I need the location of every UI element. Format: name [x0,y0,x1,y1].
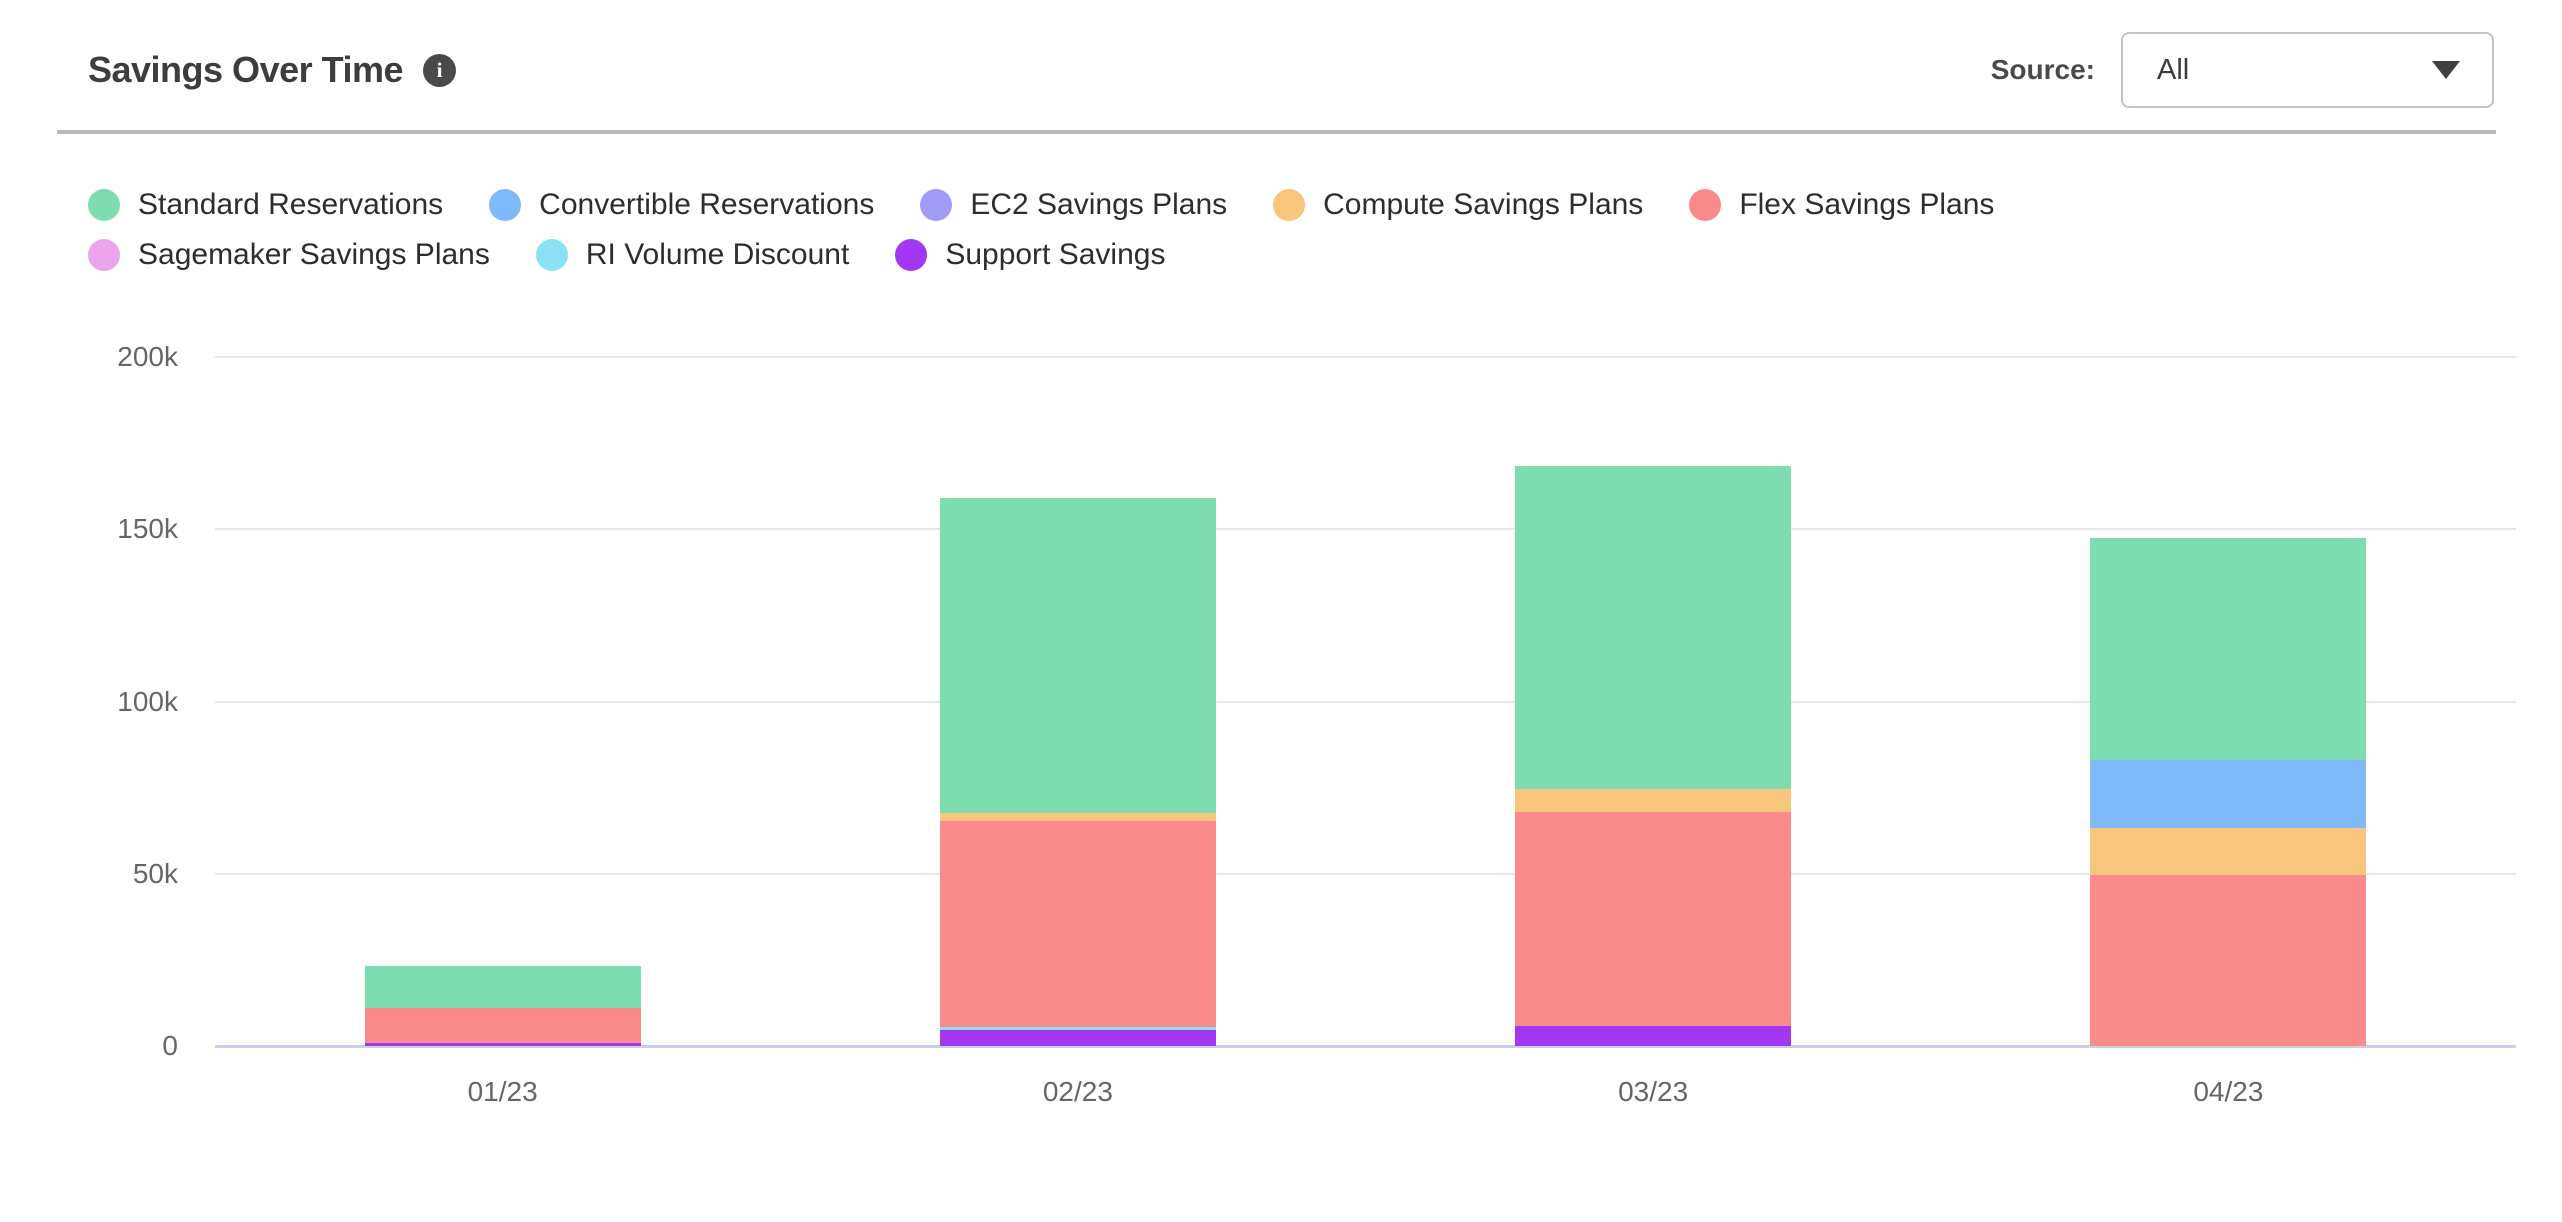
x-tick-label: 04/23 [2193,1076,2264,1107]
bar-02-23-flex-savings-plans[interactable] [939,820,1216,1028]
x-axis-line [215,1044,2516,1048]
source-filter-group: Source: All [1991,32,2494,108]
bar-03-23-compute-savings-plans[interactable] [1515,789,1792,812]
source-label: Source: [1990,54,2095,85]
bar-03-23-standard-reservations[interactable] [1515,465,1792,789]
gridline [215,872,2516,875]
x-tick-label: 03/23 [1618,1076,1689,1107]
bar-01-23-support-savings[interactable] [364,1042,641,1046]
bar-04-23-standard-reservations[interactable] [2090,537,2367,761]
bar-01-23-flex-savings-plans[interactable] [364,1008,641,1043]
y-tick-label: 0 [162,1030,178,1061]
standard-reservations-swatch-icon [88,189,120,221]
source-dropdown-value: All [2157,53,2190,86]
ri-volume-discount-swatch-icon [535,239,568,271]
info-icon[interactable]: i [423,53,456,87]
legend-label: Convertible Reservations [539,188,875,221]
y-tick-label: 100k [117,685,178,717]
bar-01-23-standard-reservations[interactable] [364,965,641,1009]
legend-row: Standard Reservations Convertible Reserva… [88,188,1994,222]
bar-04-23-convertible-reservations[interactable] [2090,760,2367,828]
bar-04-23-compute-savings-plans[interactable] [2090,827,2367,875]
legend-item-standard-reservations[interactable]: Standard Reservations [88,188,443,222]
gridline [215,700,2516,703]
chart-legend: Standard Reservations Convertible Reserva… [88,188,1994,272]
bar-03-23-flex-savings-plans[interactable] [1515,811,1792,1026]
chevron-down-icon [2432,61,2460,79]
bar-02-23-compute-savings-plans[interactable] [939,813,1216,821]
panel-header: Savings Over Time i Source: All [0,0,2562,130]
bar-02-23-standard-reservations[interactable] [939,498,1216,814]
support-savings-swatch-icon [895,239,928,271]
savings-over-time-chart: 200k 150k 100k 50k 0 01/23 02/23 03/23 04/23 [0,330,2562,1170]
bar-02-23-support-savings[interactable] [939,1030,1216,1046]
flex-savings-plans-swatch-icon [1689,189,1722,221]
bar-02-23-ri-volume-discount[interactable] [939,1027,1216,1031]
sagemaker-savings-plans-swatch-icon [88,239,120,271]
legend-item-compute-savings-plans[interactable]: Compute Savings Plans [1273,188,1643,222]
legend-row: Sagemaker Savings Plans RI Volume Discoun… [88,238,1994,272]
header-divider [57,130,2496,134]
legend-label: Sagemaker Savings Plans [138,238,490,271]
legend-item-support-savings[interactable]: Support Savings [895,238,1165,272]
gridline [215,528,2516,531]
source-dropdown[interactable]: All [2121,32,2494,108]
ec2-savings-plans-swatch-icon [920,189,953,221]
y-tick-label: 50k [132,857,178,889]
convertible-reservations-swatch-icon [489,189,522,221]
legend-label: Standard Reservations [138,188,444,221]
legend-item-sagemaker-savings-plans[interactable]: Sagemaker Savings Plans [88,238,490,272]
header-title-group: Savings Over Time i [88,49,456,91]
x-tick-label: 01/23 [467,1076,538,1107]
bar-03-23-support-savings[interactable] [1515,1025,1792,1046]
y-tick-label: 150k [117,513,178,545]
page-title: Savings Over Time [88,49,404,90]
legend-label: Support Savings [945,238,1166,271]
legend-item-ri-volume-discount[interactable]: RI Volume Discount [535,238,850,272]
compute-savings-plans-swatch-icon [1273,189,1306,221]
legend-label: EC2 Savings Plans [970,188,1228,221]
legend-label: Flex Savings Plans [1739,188,1995,221]
x-tick-label: 02/23 [1042,1076,1113,1107]
gridline [215,356,2516,358]
legend-item-ec2-savings-plans[interactable]: EC2 Savings Plans [920,188,1227,222]
bar-04-23-flex-savings-plans[interactable] [2090,874,2367,1046]
legend-label: Compute Savings Plans [1323,188,1644,221]
y-tick-label: 200k [117,341,178,372]
legend-item-flex-savings-plans[interactable]: Flex Savings Plans [1689,188,1994,222]
legend-label: RI Volume Discount [585,238,850,271]
legend-item-convertible-reservations[interactable]: Convertible Reservations [489,188,874,222]
